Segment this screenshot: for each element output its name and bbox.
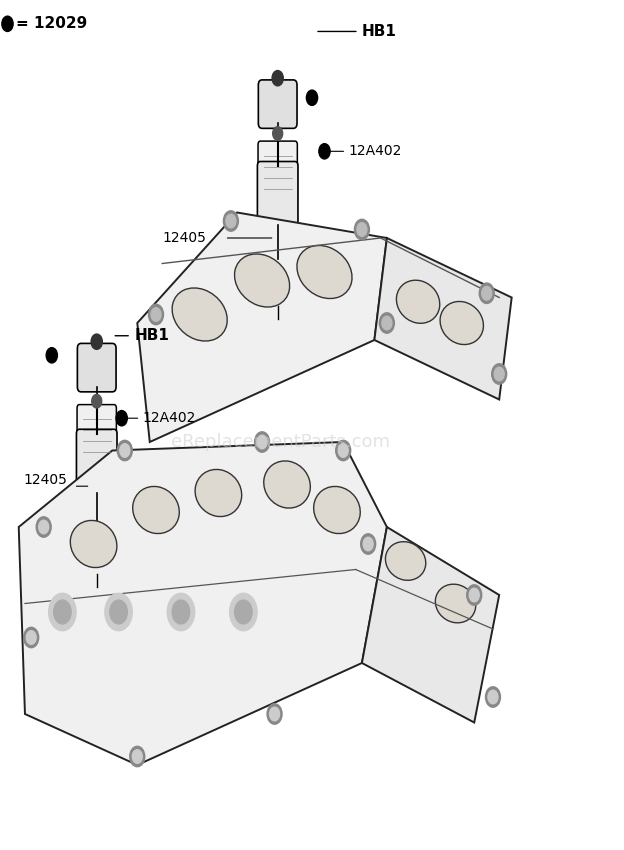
- Polygon shape: [137, 212, 387, 442]
- Circle shape: [2, 16, 13, 31]
- Text: 12405: 12405: [162, 231, 206, 245]
- Circle shape: [267, 704, 282, 724]
- Circle shape: [255, 432, 270, 452]
- Circle shape: [26, 631, 36, 644]
- Ellipse shape: [440, 302, 484, 344]
- Text: 12A402: 12A402: [142, 411, 196, 425]
- Circle shape: [24, 627, 39, 648]
- Ellipse shape: [235, 254, 290, 307]
- Circle shape: [226, 214, 236, 228]
- Circle shape: [354, 219, 369, 240]
- Circle shape: [479, 283, 494, 303]
- Circle shape: [46, 348, 57, 363]
- Circle shape: [306, 90, 318, 105]
- Circle shape: [110, 600, 127, 624]
- Circle shape: [130, 746, 145, 767]
- Circle shape: [485, 687, 500, 707]
- Circle shape: [223, 211, 238, 231]
- Circle shape: [467, 585, 482, 605]
- Circle shape: [272, 71, 283, 86]
- FancyBboxPatch shape: [77, 405, 116, 467]
- Circle shape: [117, 440, 132, 461]
- Text: eReplacementParts.com: eReplacementParts.com: [172, 433, 390, 451]
- Circle shape: [273, 127, 283, 140]
- Circle shape: [494, 367, 504, 381]
- Circle shape: [361, 534, 376, 554]
- Circle shape: [36, 517, 51, 537]
- Circle shape: [357, 223, 367, 236]
- FancyBboxPatch shape: [88, 524, 105, 576]
- Circle shape: [336, 440, 351, 461]
- FancyBboxPatch shape: [258, 141, 297, 203]
- Circle shape: [230, 593, 257, 631]
- Ellipse shape: [396, 280, 440, 323]
- Polygon shape: [19, 442, 387, 765]
- Text: 12A402: 12A402: [348, 144, 402, 158]
- Circle shape: [363, 537, 373, 551]
- Text: 12405: 12405: [24, 473, 67, 487]
- Circle shape: [270, 707, 280, 721]
- Circle shape: [91, 334, 102, 349]
- Circle shape: [54, 600, 71, 624]
- Ellipse shape: [195, 469, 241, 517]
- Ellipse shape: [172, 288, 227, 341]
- Circle shape: [379, 313, 394, 333]
- FancyBboxPatch shape: [269, 257, 286, 309]
- Circle shape: [92, 394, 102, 408]
- Ellipse shape: [297, 246, 352, 298]
- Circle shape: [257, 435, 267, 449]
- Ellipse shape: [71, 520, 117, 568]
- FancyBboxPatch shape: [76, 429, 117, 497]
- FancyBboxPatch shape: [77, 343, 116, 392]
- Ellipse shape: [386, 541, 426, 581]
- Circle shape: [469, 588, 479, 602]
- Circle shape: [105, 593, 132, 631]
- FancyBboxPatch shape: [258, 80, 297, 128]
- Ellipse shape: [133, 486, 179, 534]
- Circle shape: [319, 144, 330, 159]
- FancyBboxPatch shape: [257, 162, 298, 230]
- Circle shape: [39, 520, 49, 534]
- Circle shape: [132, 750, 142, 763]
- Polygon shape: [374, 238, 512, 400]
- Circle shape: [116, 411, 127, 426]
- Circle shape: [482, 286, 492, 300]
- Circle shape: [492, 364, 507, 384]
- Text: = 12029: = 12029: [16, 16, 87, 31]
- Circle shape: [382, 316, 392, 330]
- Circle shape: [151, 308, 161, 321]
- Ellipse shape: [264, 461, 310, 508]
- Circle shape: [167, 593, 195, 631]
- Text: HB1: HB1: [134, 328, 169, 343]
- Circle shape: [49, 593, 76, 631]
- Ellipse shape: [314, 486, 360, 534]
- Circle shape: [120, 444, 130, 457]
- Circle shape: [338, 444, 348, 457]
- Circle shape: [488, 690, 498, 704]
- Ellipse shape: [436, 584, 475, 623]
- Circle shape: [149, 304, 163, 325]
- Text: HB1: HB1: [362, 24, 397, 39]
- Polygon shape: [362, 527, 499, 722]
- Circle shape: [235, 600, 252, 624]
- Circle shape: [172, 600, 190, 624]
